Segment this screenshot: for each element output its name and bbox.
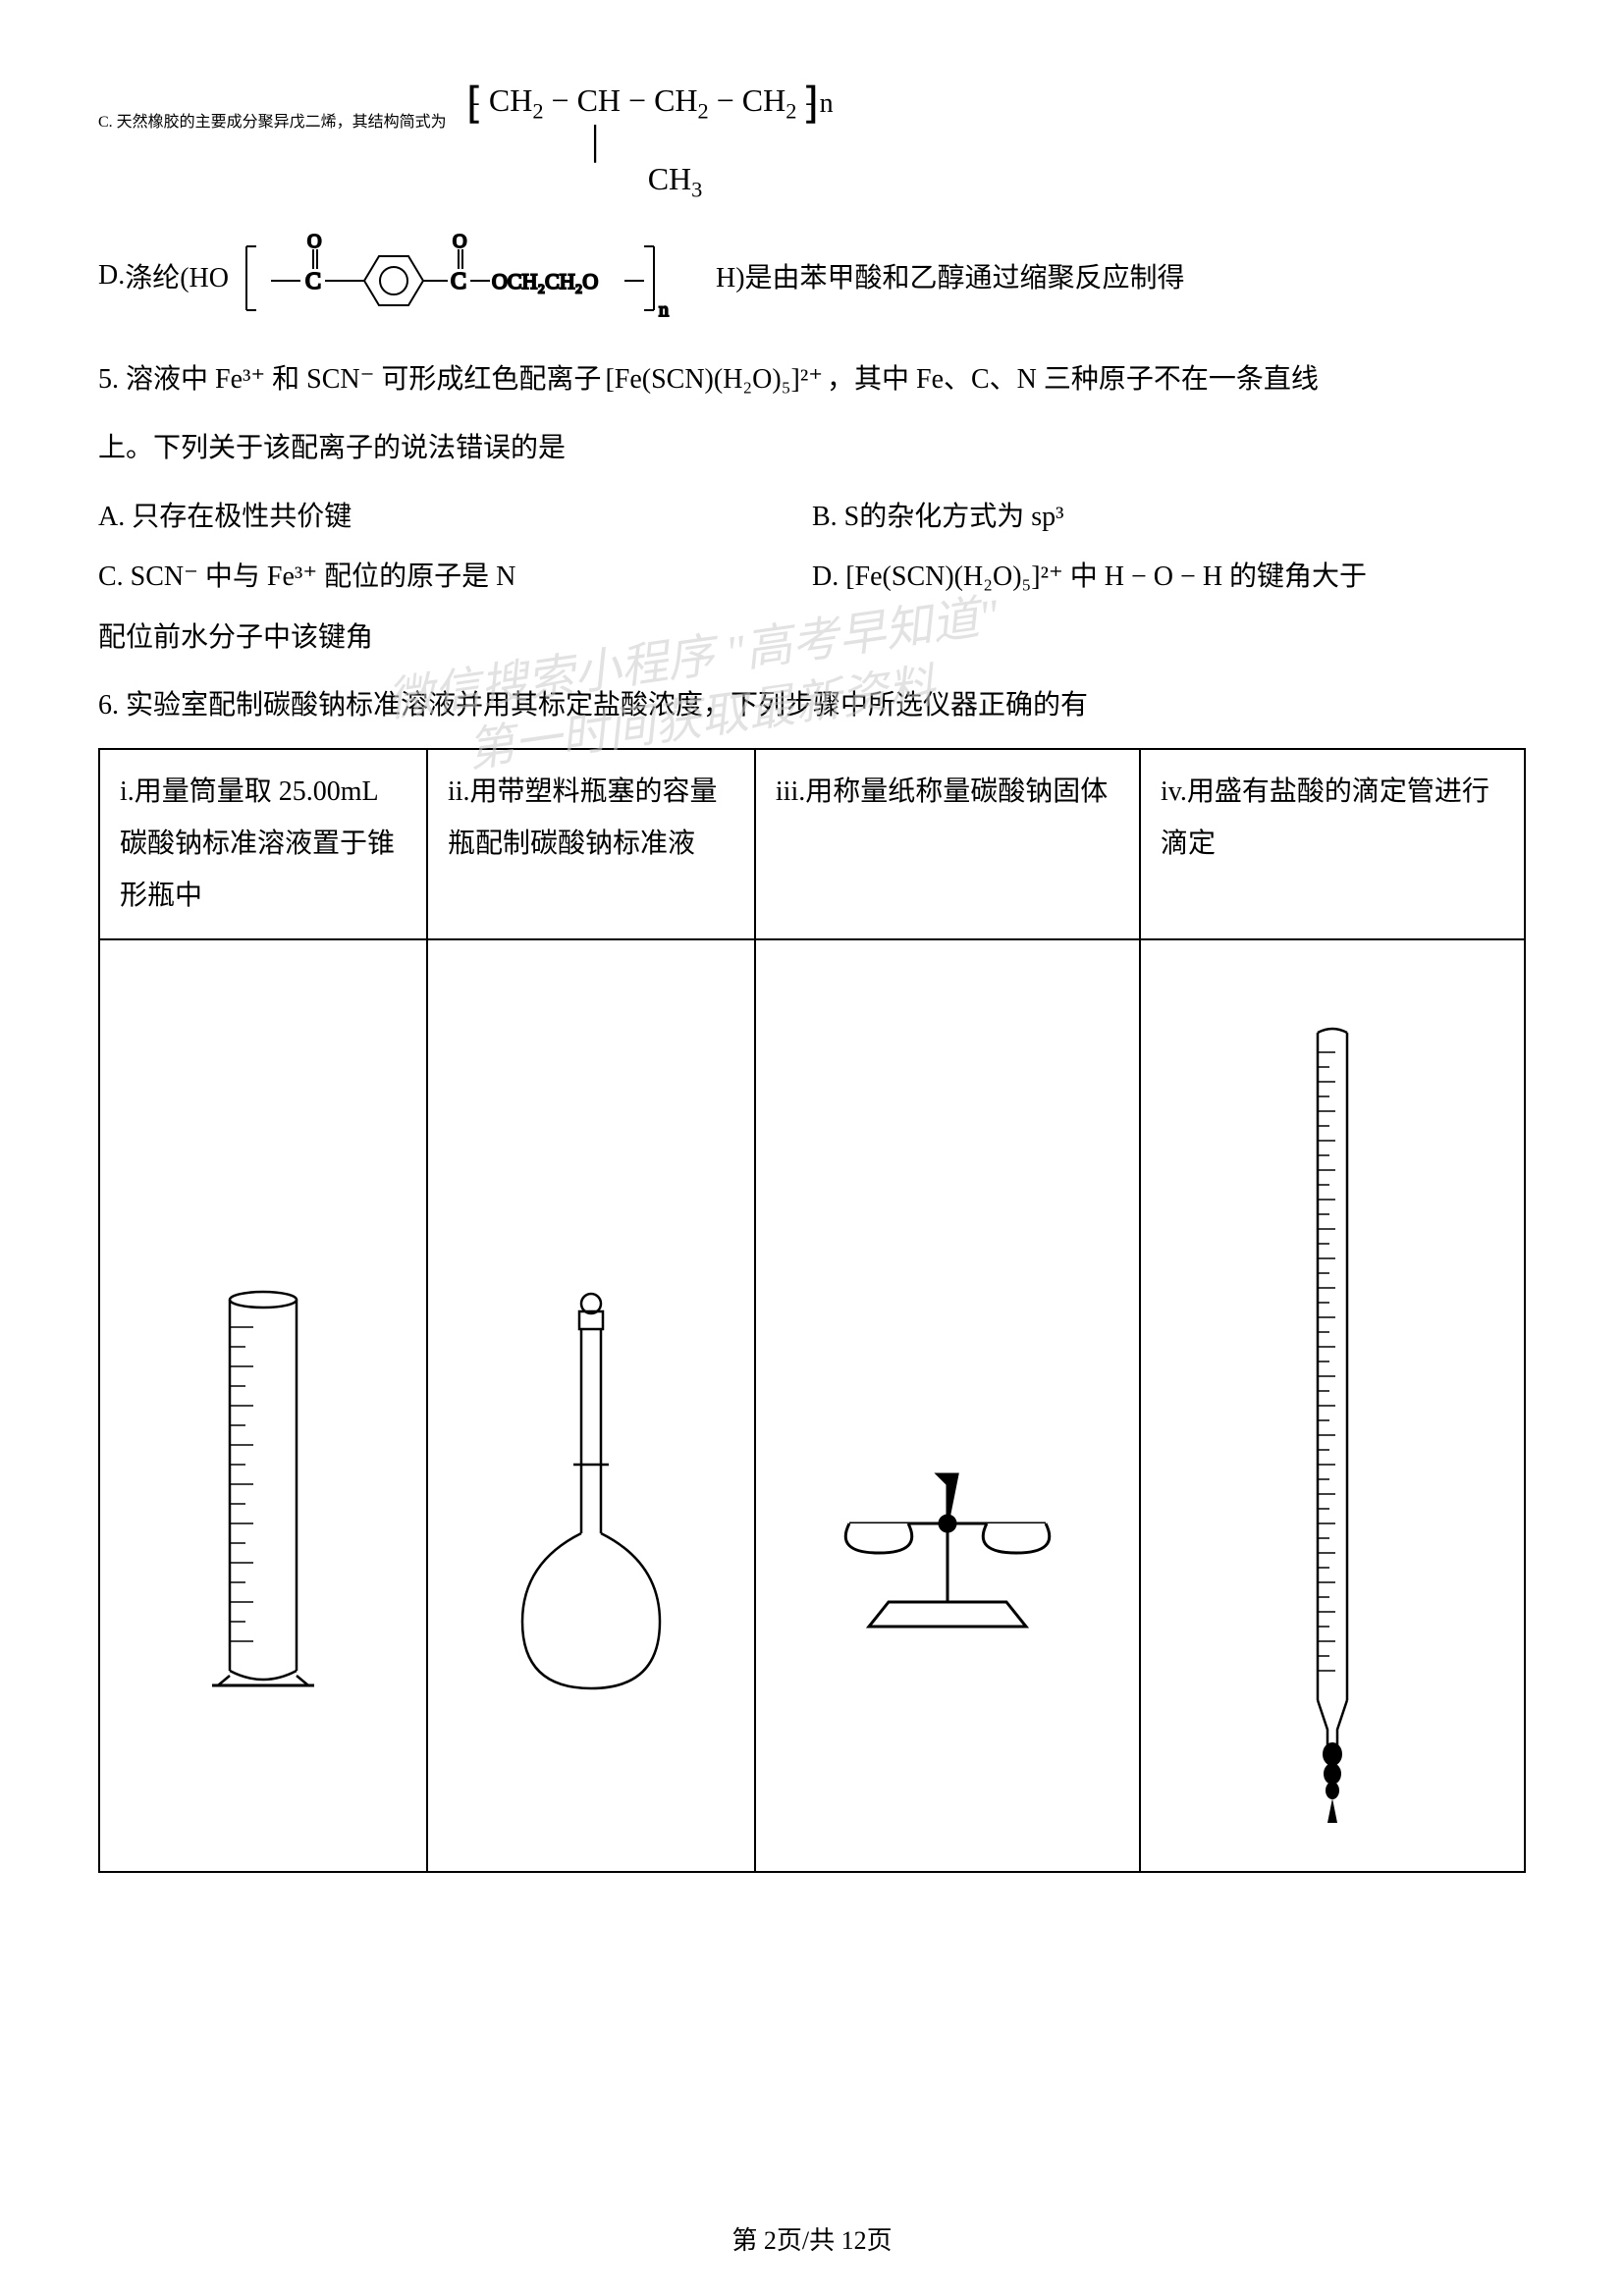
svg-text:C: C (451, 269, 466, 294)
option-d-label: D. (98, 260, 125, 292)
q6-stem: 6. 实验室配制碳酸钠标准溶液并用其标定盐酸浓度，下列步骤中所选仪器正确的有 (98, 675, 1526, 736)
col-iv-header: iv.用盛有盐酸的滴定管进行滴定 (1140, 749, 1525, 939)
balance-cell (755, 939, 1140, 1872)
q5-opt-d-tail: 配位前水分子中该键角 (98, 608, 1526, 668)
q5-row-ab: A. 只存在极性共价键 B. S的杂化方式为 sp³ (98, 487, 1526, 548)
cylinder-cell (99, 939, 427, 1872)
table-image-row (99, 939, 1525, 1872)
option-d-post: H)是由苯甲酸和乙醇通过缩聚反应制得 (716, 256, 1185, 295)
polymer-formula: ⁅ CH2 − CH − CH2 − CH2 ⁆n │ CH3 (466, 79, 834, 202)
q5-stem-1: 5. 溶液中 Fe³⁺ 和 SCN⁻ 可形成红色配离子 [Fe(SCN)(H₂O… (98, 349, 1526, 410)
q5-stem-2: 上。下列关于该配离子的说法错误的是 (98, 418, 1526, 479)
polyester-structure: C O C O OCH₂CH₂O (237, 232, 708, 320)
flask-cell (427, 939, 755, 1872)
q5-opt-d: D. [Fe(SCN)(H₂O)₅]²⁺ 中 H − O − H 的键角大于 (812, 547, 1526, 608)
option-c: C. 天然橡胶的主要成分聚异戊二烯，其结构简式为 ⁅ CH2 − CH − CH… (98, 79, 1526, 202)
svg-text:n: n (659, 299, 669, 320)
q5-opt-a: A. 只存在极性共价键 (98, 487, 812, 548)
col-i-header: i.用量筒量取 25.00mL 碳酸钠标准溶液置于锥形瓶中 (99, 749, 427, 939)
svg-text:OCH₂CH₂O: OCH₂CH₂O (492, 269, 598, 294)
option-c-text: 天然橡胶的主要成分聚异戊二烯，其结构简式为 (117, 114, 447, 131)
svg-text:O: O (307, 232, 321, 252)
svg-text:O: O (453, 232, 466, 252)
col-iii-header: iii.用称量纸称量碳酸钠固体 (755, 749, 1140, 939)
apparatus-table: i.用量筒量取 25.00mL 碳酸钠标准溶液置于锥形瓶中 ii.用带塑料瓶塞的… (98, 748, 1526, 1873)
ch3-label: CH3 (648, 161, 703, 196)
table-header-row: i.用量筒量取 25.00mL 碳酸钠标准溶液置于锥形瓶中 ii.用带塑料瓶塞的… (99, 749, 1525, 939)
q5-row-cd: C. SCN⁻ 中与 Fe³⁺ 配位的原子是 N D. [Fe(SCN)(H₂O… (98, 547, 1526, 608)
svg-text:C: C (305, 269, 321, 294)
q5-complex: [Fe(SCN)(H₂O)₅]²⁺ (605, 349, 823, 410)
page-footer: 第 2页/共 12页 (0, 2220, 1624, 2257)
q5-opt-c: C. SCN⁻ 中与 Fe³⁺ 配位的原子是 N (98, 547, 812, 608)
option-c-label: C. (98, 114, 113, 131)
q5-opt-b: B. S的杂化方式为 sp³ (812, 487, 1526, 548)
option-d-pre: 涤纶(HO (125, 256, 229, 295)
burette-cell (1140, 939, 1525, 1872)
col-ii-header: ii.用带塑料瓶塞的容量瓶配制碳酸钠标准液 (427, 749, 755, 939)
option-d: D. 涤纶(HO C O (98, 232, 1526, 320)
page-content: C. 天然橡胶的主要成分聚异戊二烯，其结构简式为 ⁅ CH2 − CH − CH… (98, 79, 1526, 1873)
